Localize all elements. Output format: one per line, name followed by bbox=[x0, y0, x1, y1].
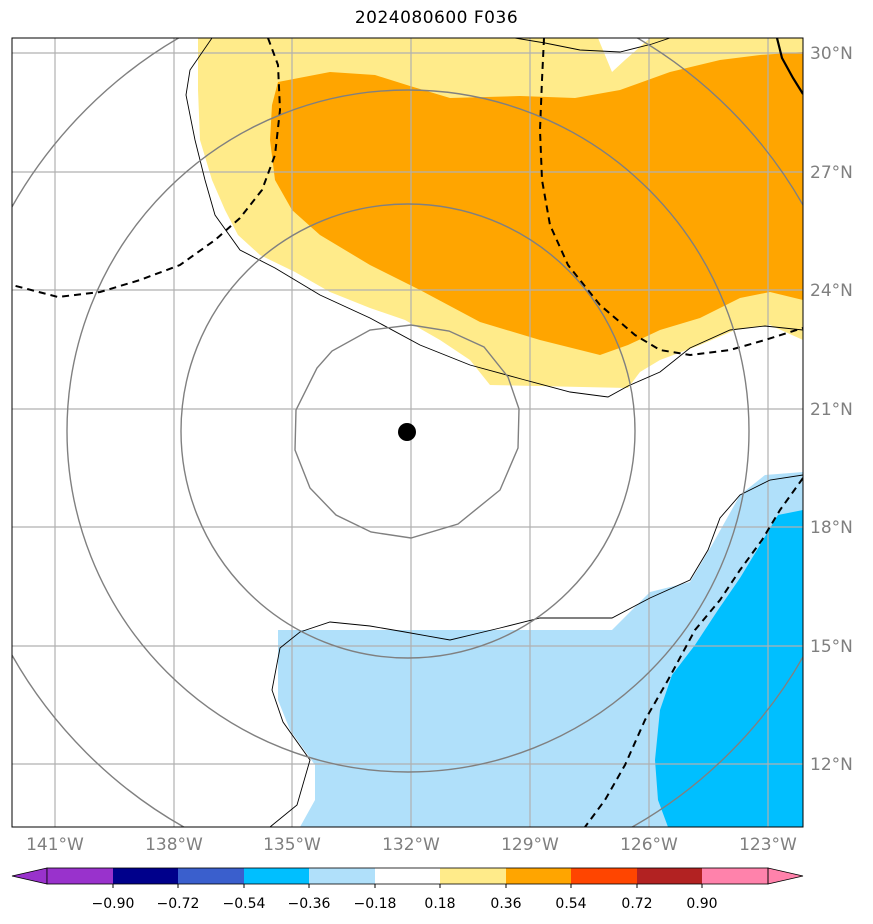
lat-label: 12°N bbox=[810, 755, 853, 775]
latitude-labels: 30°N 27°N 24°N 21°N 18°N 15°N 12°N bbox=[810, 44, 853, 775]
colorbar-swatch bbox=[244, 868, 309, 884]
colorbar-swatch bbox=[47, 868, 113, 884]
lat-label: 18°N bbox=[810, 518, 853, 538]
colorbar-extend-min bbox=[11, 867, 48, 885]
colorbar-swatch bbox=[637, 868, 702, 884]
lat-label: 24°N bbox=[810, 281, 853, 301]
colorbar-tick-label: −0.54 bbox=[223, 896, 266, 912]
colorbar-swatch bbox=[571, 868, 637, 884]
colorbar-swatch bbox=[178, 868, 244, 884]
lon-label: 126°W bbox=[620, 835, 678, 855]
lon-label: 138°W bbox=[145, 835, 203, 855]
lat-label: 27°N bbox=[810, 163, 853, 183]
colorbar-tick-label: 0.18 bbox=[424, 896, 455, 912]
colorbar-swatch bbox=[375, 868, 440, 884]
storm-center-marker bbox=[398, 423, 416, 441]
colorbar-tick-label: 0.90 bbox=[686, 896, 717, 912]
solid-contour bbox=[775, 38, 803, 95]
map-frame bbox=[11, 37, 804, 828]
colorbar-tick-label: 0.36 bbox=[490, 896, 521, 912]
negative-anomaly-strong-region bbox=[655, 510, 803, 827]
positive-anomaly-orange-region bbox=[270, 52, 803, 355]
lat-label: 30°N bbox=[810, 44, 853, 64]
colorbar-swatch bbox=[113, 868, 178, 884]
longitude-labels: 141°W 138°W 135°W 132°W 129°W 126°W 123°… bbox=[26, 835, 797, 855]
colorbar-tick-label: 0.72 bbox=[621, 896, 652, 912]
lon-label: 141°W bbox=[26, 835, 84, 855]
colorbar-swatch bbox=[506, 868, 571, 884]
colorbar-extend-max bbox=[767, 867, 804, 885]
colorbar-tick-label: −0.18 bbox=[354, 896, 397, 912]
colorbar: −0.90 −0.72 −0.54 −0.36 −0.18 0.18 0.36 … bbox=[11, 867, 804, 912]
colorbar-swatch bbox=[440, 868, 506, 884]
lon-label: 123°W bbox=[739, 835, 797, 855]
dashed-contours bbox=[12, 38, 803, 827]
colorbar-swatch bbox=[309, 868, 375, 884]
lon-label: 132°W bbox=[382, 835, 440, 855]
map-area bbox=[12, 38, 803, 827]
colorbar-tick-label: −0.36 bbox=[288, 896, 331, 912]
lat-label: 21°N bbox=[810, 400, 853, 420]
colorbar-tick-label: −0.72 bbox=[157, 896, 200, 912]
lon-label: 129°W bbox=[501, 835, 559, 855]
colorbar-swatch bbox=[702, 868, 768, 884]
colorbar-tick-label: 0.54 bbox=[555, 896, 586, 912]
range-rings bbox=[12, 38, 803, 827]
lon-label: 135°W bbox=[263, 835, 321, 855]
map-title: 2024080600 F036 bbox=[354, 8, 519, 28]
thin-contours bbox=[185, 38, 803, 827]
colorbar-tick-label: −0.90 bbox=[92, 896, 135, 912]
lat-label: 15°N bbox=[810, 637, 853, 657]
